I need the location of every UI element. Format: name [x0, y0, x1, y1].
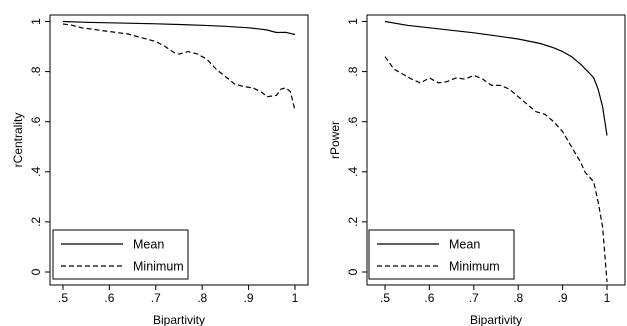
y-tick-label: .2 — [346, 217, 360, 227]
x-tick-label: .6 — [424, 291, 434, 305]
y-axis-title: rCentrality — [11, 113, 25, 168]
x-tick-label: 1 — [292, 291, 299, 305]
y-tick-label: .4 — [29, 166, 43, 176]
x-tick-label: .9 — [558, 291, 568, 305]
plot-frame — [49, 14, 309, 286]
legend-label-mean: Mean — [133, 238, 164, 252]
series-line-minimum — [62, 23, 296, 111]
x-tick-label: .7 — [469, 291, 479, 305]
x-tick-label: .5 — [58, 291, 68, 305]
y-tick-label: 0 — [346, 268, 360, 275]
legend-label-minimum: Minimum — [133, 260, 184, 274]
plot-frame — [366, 14, 626, 286]
y-tick-label: .2 — [29, 217, 43, 227]
y-axis-title: rPower — [328, 121, 342, 159]
x-tick-label: .9 — [244, 291, 254, 305]
x-tick-label: .5 — [380, 291, 390, 305]
x-tick-label: .8 — [197, 291, 207, 305]
y-tick-label: .8 — [29, 66, 43, 76]
y-tick-label: 1 — [346, 18, 360, 25]
y-tick-label: 0 — [29, 268, 43, 275]
y-tick-label: 1 — [29, 18, 43, 25]
legend-box — [368, 229, 515, 280]
legend-label-mean: Mean — [449, 238, 480, 252]
chart-panel-rpower: .5 .6 .7 .8 .9 1 0 .2 .4 .6 .8 1 Bipartivity rPower Me… — [328, 14, 626, 326]
y-tick-label: .6 — [346, 116, 360, 126]
y-tick-label: .4 — [346, 166, 360, 176]
chart-panel-rcentrality: .5 .6 .7 .8 .9 1 0 .2 .4 .6 .8 1 Bipartivity rCentral… — [11, 14, 309, 326]
x-tick-label: .8 — [513, 291, 523, 305]
legend-box — [52, 229, 189, 280]
series-line-mean — [384, 20, 608, 136]
series-line-mean — [62, 20, 296, 36]
series-line-minimum — [384, 56, 608, 283]
y-tick-label: .8 — [346, 66, 360, 76]
y-tick-label: .6 — [29, 116, 43, 126]
x-tick-label: .7 — [151, 291, 161, 305]
legend-label-minimum: Minimum — [449, 260, 500, 274]
x-axis-title: Bipartivity — [470, 313, 522, 326]
x-tick-label: .6 — [104, 291, 114, 305]
x-axis-title: Bipartivity — [153, 313, 205, 326]
x-tick-label: 1 — [604, 291, 611, 305]
